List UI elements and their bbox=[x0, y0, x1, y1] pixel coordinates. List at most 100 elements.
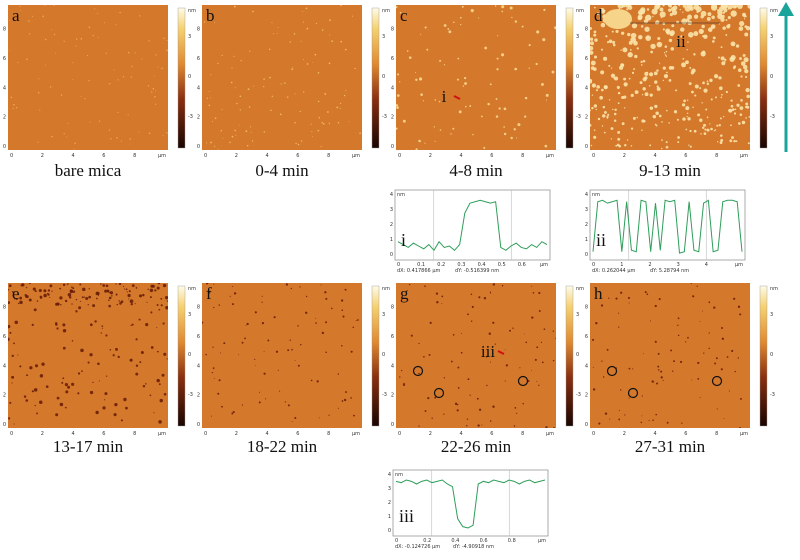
grain bbox=[34, 290, 37, 293]
grain bbox=[239, 95, 242, 98]
grain bbox=[707, 27, 713, 32]
panel-letter: h bbox=[594, 284, 603, 303]
grain bbox=[686, 49, 688, 51]
profile-trace bbox=[592, 199, 743, 254]
grain bbox=[100, 283, 102, 285]
afm-panel: c 0 2 4 6 8 0 2 4 6 8 μm nm 3 0 -3 4-8 min i bbox=[391, 5, 584, 180]
afm-panel: b 0 2 4 6 8 0 2 4 6 8 μm nm 3 0 -3 0-4 min bbox=[197, 5, 390, 180]
grain bbox=[697, 361, 700, 365]
grain bbox=[9, 331, 12, 334]
colorbar-tick: 0 bbox=[188, 74, 191, 80]
grain bbox=[682, 11, 684, 13]
grain bbox=[648, 420, 650, 422]
colorbar-unit: nm bbox=[382, 8, 390, 14]
grain bbox=[636, 47, 639, 50]
grain bbox=[8, 284, 12, 287]
grain bbox=[81, 296, 84, 299]
grain bbox=[104, 392, 108, 396]
colorbar-tick: 0 bbox=[382, 74, 385, 80]
grain bbox=[702, 310, 704, 312]
grain bbox=[65, 390, 69, 394]
panel-caption: 0-4 min bbox=[255, 161, 309, 180]
grain bbox=[590, 50, 594, 55]
x-tick-label: 8 bbox=[133, 153, 136, 159]
panel-caption: 18-22 min bbox=[247, 437, 318, 456]
grain bbox=[320, 284, 322, 286]
grain bbox=[245, 325, 247, 326]
y-tick-label: 1 bbox=[390, 237, 393, 243]
grain bbox=[130, 303, 133, 306]
grain bbox=[231, 135, 234, 138]
grain bbox=[594, 38, 598, 42]
grain bbox=[341, 309, 344, 311]
grain bbox=[646, 8, 650, 11]
grain bbox=[325, 297, 328, 300]
grain bbox=[71, 303, 73, 305]
grain bbox=[343, 94, 346, 97]
grain bbox=[450, 133, 452, 135]
grain bbox=[154, 289, 157, 292]
grain bbox=[720, 46, 723, 49]
y-tick-label: 4 bbox=[391, 85, 394, 91]
grain bbox=[321, 331, 325, 335]
grain bbox=[656, 41, 663, 48]
grain bbox=[310, 379, 313, 382]
grain bbox=[271, 95, 273, 98]
grain bbox=[691, 379, 693, 381]
grain bbox=[737, 122, 741, 125]
grain bbox=[708, 301, 711, 304]
grain bbox=[25, 399, 29, 402]
grain bbox=[49, 284, 53, 288]
grain bbox=[435, 292, 439, 295]
grain bbox=[508, 329, 511, 332]
grain bbox=[595, 321, 598, 325]
grain bbox=[460, 332, 462, 334]
x-tick-label: 4 bbox=[460, 153, 463, 159]
grain bbox=[86, 54, 89, 57]
afm-panel: a 0 2 4 6 8 0 2 4 6 8 μm nm 3 0 -3 bare mica bbox=[3, 5, 196, 180]
grain bbox=[641, 119, 645, 123]
grain bbox=[666, 71, 668, 74]
x-tick-label: 0 bbox=[395, 538, 398, 544]
grain bbox=[157, 283, 161, 285]
grain bbox=[116, 303, 118, 306]
grain bbox=[97, 362, 100, 366]
grain bbox=[596, 12, 600, 15]
grain bbox=[221, 108, 223, 110]
profile-dx: dX: 0.417866 μm bbox=[397, 268, 441, 274]
grain bbox=[600, 70, 605, 75]
grain bbox=[601, 125, 604, 127]
grain bbox=[602, 9, 606, 13]
grain bbox=[457, 387, 460, 389]
grain bbox=[637, 14, 643, 20]
grain bbox=[148, 40, 150, 42]
grain bbox=[592, 366, 594, 368]
grain bbox=[64, 406, 67, 409]
afm-panel: d 0 2 4 6 8 0 2 4 6 8 μm nm 3 0 -3 9-13 min ii bbox=[585, 5, 778, 180]
x-tick-label: 6 bbox=[490, 431, 493, 437]
grain bbox=[739, 57, 742, 60]
colorbar-tick: 3 bbox=[382, 312, 385, 318]
colorbar-tick: 0 bbox=[188, 352, 191, 358]
grain bbox=[710, 98, 713, 101]
grain bbox=[431, 417, 433, 419]
panel-caption: 4-8 min bbox=[449, 161, 503, 180]
grain bbox=[608, 99, 611, 101]
y-tick-label: 0 bbox=[3, 144, 6, 150]
grain bbox=[624, 414, 625, 416]
grain bbox=[524, 115, 527, 118]
grain bbox=[77, 392, 80, 395]
grain bbox=[105, 284, 109, 288]
colorbar bbox=[759, 7, 768, 149]
grain bbox=[92, 304, 96, 308]
grain bbox=[8, 289, 10, 291]
grain bbox=[331, 307, 333, 310]
grain bbox=[746, 94, 750, 99]
grain bbox=[104, 289, 108, 293]
grain bbox=[467, 378, 470, 381]
grain bbox=[658, 298, 661, 301]
y-tick-label: 4 bbox=[391, 363, 394, 369]
grain bbox=[721, 327, 723, 330]
y-unit: nm bbox=[397, 192, 405, 198]
grain bbox=[105, 334, 108, 337]
